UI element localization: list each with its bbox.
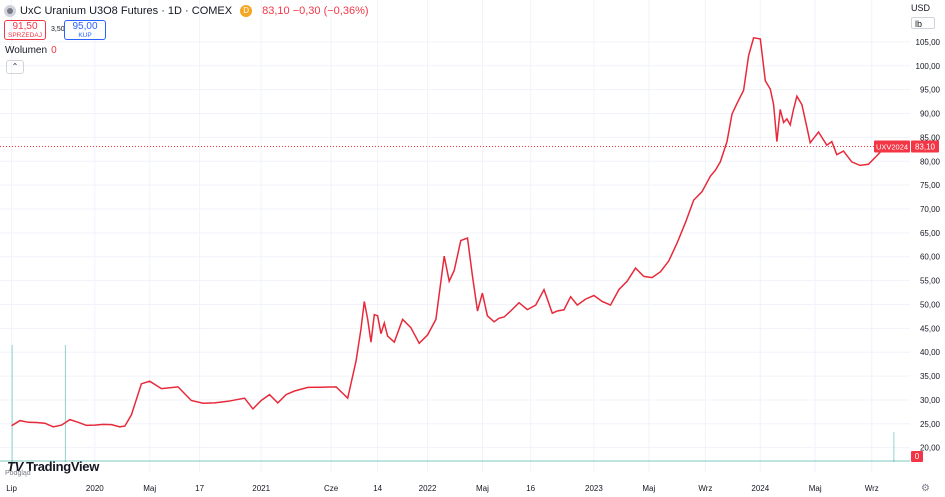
y-tick-label: 55,00 [920, 277, 941, 286]
x-tick-label: Maj [809, 484, 822, 493]
x-tick-label: Lip [6, 484, 17, 493]
y-tick-label: 75,00 [920, 181, 941, 190]
sell-label: SPRZEDAJ [8, 32, 42, 39]
x-tick-label: 14 [373, 484, 382, 493]
x-tick-label: Wrz [698, 484, 712, 493]
x-tick-label: 2020 [86, 484, 104, 493]
volume-last-tag: 0 [911, 451, 923, 462]
buy-price: 95,00 [72, 21, 98, 32]
x-tick-label: Maj [476, 484, 489, 493]
x-tick-label: 17 [195, 484, 204, 493]
sell-price: 91,50 [12, 21, 38, 32]
chart-grid [0, 0, 910, 472]
price-change: 83,10 −0,30 (−0,36%) [262, 5, 369, 17]
price-tag [911, 140, 939, 153]
symbol-icon [4, 5, 16, 17]
x-tick-label: 2023 [585, 484, 603, 493]
y-tick-label: 30,00 [920, 396, 941, 405]
volume-label: Wolumen [5, 45, 48, 56]
gear-icon[interactable]: ⚙ [921, 483, 930, 494]
price-tag-label: 83,10 [915, 142, 936, 151]
y-tick-label: 100,00 [916, 62, 941, 71]
preview-label: Podgląd [5, 470, 31, 477]
spread-value: 3,50 [51, 26, 65, 33]
last-price-tag: UXV2024 83,10 [874, 140, 939, 153]
y-tick-label: 35,00 [920, 372, 941, 381]
x-tick-label: Wrz [865, 484, 879, 493]
currency-label[interactable]: USD [911, 3, 931, 13]
symbol-tag-label: UXV2024 [876, 142, 908, 151]
x-tick-label: 16 [526, 484, 535, 493]
price-axis[interactable]: 20,00 25,00 30,00 35,00 40,00 45,00 50,00 55,00… [916, 38, 941, 453]
volume-bar [11, 345, 13, 462]
y-tick-label: 80,00 [920, 157, 941, 166]
x-tick-label: Cze [324, 484, 339, 493]
y-tick-label: 70,00 [920, 205, 941, 214]
y-tick-label: 85,00 [920, 133, 941, 142]
y-tick-label: 60,00 [920, 253, 941, 262]
y-tick-label: 45,00 [920, 324, 941, 333]
volume-bars [0, 345, 910, 462]
symbol-header[interactable]: UxC Uranium U3O8 Futures · 1D · COMEX D … [4, 3, 369, 19]
symbol-tag [874, 140, 910, 153]
symbol-title[interactable]: UxC Uranium U3O8 Futures · 1D · COMEX [20, 5, 233, 17]
volume-value: 0 [51, 45, 57, 56]
x-tick-label: 2024 [751, 484, 769, 493]
data-status-badge[interactable]: D [240, 5, 253, 17]
volume-tag [911, 451, 923, 462]
buy-label: KUP [78, 32, 92, 39]
y-tick-label: 90,00 [920, 110, 941, 119]
x-tick-label: Maj [143, 484, 156, 493]
volume-legend[interactable]: Wolumen 0 [5, 45, 57, 56]
y-tick-label: 65,00 [920, 229, 941, 238]
tradingview-logo[interactable]: TV TradingView [7, 459, 100, 474]
x-tick-label: 2022 [419, 484, 437, 493]
volume-bar [64, 345, 66, 462]
volume-tag-label: 0 [915, 452, 920, 461]
chevron-up-icon[interactable]: ⌃ [6, 60, 24, 74]
y-tick-label: 40,00 [920, 348, 941, 357]
unit-selector[interactable]: lb [911, 17, 935, 29]
sell-button[interactable]: 91,50 SPRZEDAJ [4, 20, 46, 40]
y-tick-label: 25,00 [920, 420, 941, 429]
price-line [11, 36, 886, 428]
y-tick-label: 105,00 [916, 38, 941, 47]
x-tick-label: Maj [642, 484, 655, 493]
tv-logo-icon: TV [7, 459, 24, 474]
y-tick-label: 95,00 [920, 86, 941, 95]
x-tick-label: 2021 [252, 484, 270, 493]
y-tick-label: 50,00 [920, 300, 941, 309]
y-tick-label: 20,00 [920, 444, 941, 453]
volume-bar [893, 432, 895, 462]
buy-button[interactable]: 95,00 KUP [64, 20, 106, 40]
time-axis[interactable]: Lip 2020 Maj 17 2021 Cze 14 2022 Maj 16 2023 Maj Wrz… [6, 484, 878, 493]
